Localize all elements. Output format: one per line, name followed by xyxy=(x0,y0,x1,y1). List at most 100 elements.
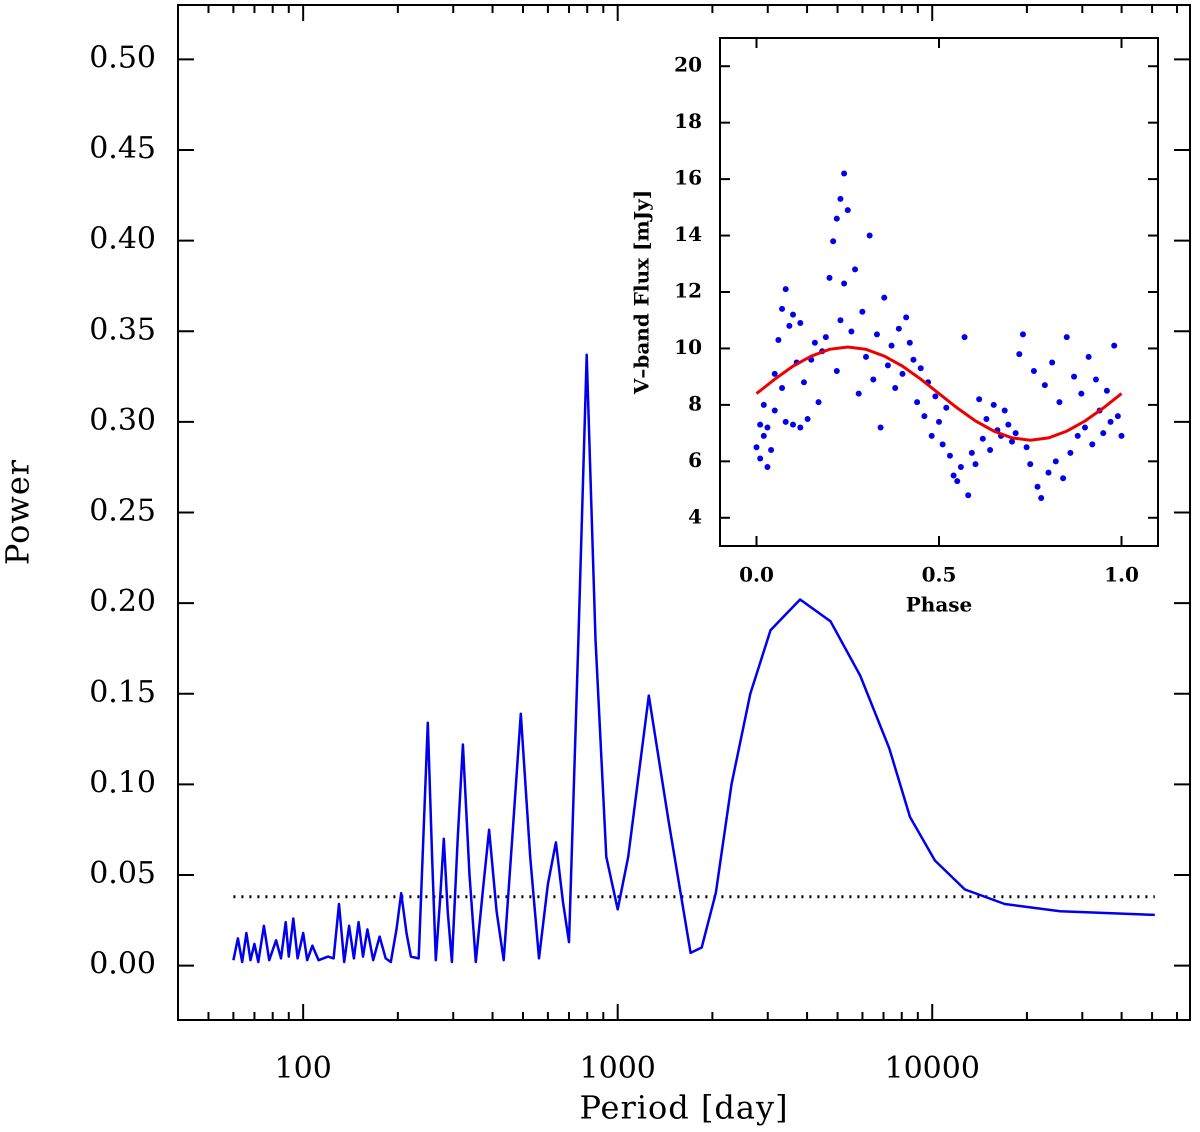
data-point xyxy=(1114,413,1121,420)
y-tick-label: 18 xyxy=(674,109,702,133)
data-point xyxy=(895,325,902,332)
inset-x-axis-label: Phase xyxy=(906,593,973,617)
data-point xyxy=(1012,430,1019,437)
data-point xyxy=(779,384,786,391)
y-axis-label: Power xyxy=(0,459,37,565)
data-point xyxy=(979,435,986,442)
data-point xyxy=(771,407,778,414)
data-point xyxy=(775,336,782,343)
y-tick-label: 8 xyxy=(688,391,702,415)
y-tick-label: 0.30 xyxy=(89,403,156,438)
data-point xyxy=(950,472,957,479)
data-point xyxy=(859,308,866,315)
data-point xyxy=(983,416,990,422)
data-point xyxy=(1041,382,1048,389)
data-point xyxy=(1100,430,1107,437)
data-point xyxy=(837,317,844,324)
data-point xyxy=(757,455,764,462)
data-point xyxy=(1016,351,1023,358)
y-tick-label: 0.25 xyxy=(89,494,156,529)
data-point xyxy=(870,376,877,383)
y-tick-label: 20 xyxy=(674,53,702,77)
data-point xyxy=(811,339,818,346)
data-point xyxy=(786,322,793,329)
data-point xyxy=(990,401,997,408)
data-point xyxy=(797,424,804,431)
data-point xyxy=(830,238,837,245)
data-point xyxy=(1023,444,1030,451)
data-point xyxy=(1049,359,1056,366)
data-point xyxy=(779,305,786,312)
data-point xyxy=(782,418,789,425)
data-point xyxy=(753,444,760,451)
data-point xyxy=(932,393,939,400)
data-point xyxy=(939,441,946,448)
y-tick-label: 16 xyxy=(674,166,702,190)
data-point xyxy=(1034,483,1041,490)
data-point xyxy=(877,424,884,431)
data-point xyxy=(1001,407,1008,414)
data-point xyxy=(837,195,844,202)
data-point xyxy=(1052,458,1059,465)
data-point xyxy=(903,314,910,321)
data-point xyxy=(946,452,953,459)
data-point xyxy=(892,384,899,391)
data-point xyxy=(987,447,994,454)
data-point xyxy=(760,432,767,439)
data-point xyxy=(957,463,964,470)
data-point xyxy=(910,356,917,363)
data-point xyxy=(760,401,767,408)
data-point xyxy=(848,328,855,335)
periodogram-line xyxy=(232,353,1155,964)
plot-frame xyxy=(719,37,1159,547)
data-point xyxy=(1027,461,1034,468)
x-tick-label: 1.0 xyxy=(1104,563,1139,587)
data-point xyxy=(855,390,862,397)
y-tick-label: 0.50 xyxy=(89,40,156,75)
data-point xyxy=(841,280,848,287)
data-point xyxy=(844,207,851,214)
data-point xyxy=(914,399,921,406)
data-point xyxy=(797,320,804,327)
data-point xyxy=(1067,449,1074,456)
data-point xyxy=(972,461,979,468)
data-point xyxy=(1092,376,1099,383)
data-point xyxy=(757,421,764,428)
data-point xyxy=(1063,334,1070,341)
x-tick-label: 0.5 xyxy=(922,563,957,587)
fit-curve xyxy=(755,345,1123,442)
data-point xyxy=(928,432,935,439)
data-point xyxy=(1009,438,1015,445)
x-tick-label: 0.0 xyxy=(739,563,774,587)
data-point xyxy=(1074,432,1081,439)
data-point xyxy=(881,294,888,301)
data-point xyxy=(1078,390,1085,397)
data-point xyxy=(833,368,840,375)
x-axis-label: Period [day] xyxy=(579,1089,788,1127)
data-point xyxy=(906,339,913,346)
data-point xyxy=(1111,342,1118,349)
data-point xyxy=(822,334,829,341)
data-point xyxy=(815,399,822,406)
data-point xyxy=(888,342,895,349)
y-tick-label: 0.20 xyxy=(89,584,156,619)
y-tick-label: 0.05 xyxy=(89,856,156,891)
data-point xyxy=(764,424,771,431)
data-point xyxy=(1005,421,1012,428)
y-tick-label: 0.45 xyxy=(89,131,156,166)
data-point xyxy=(1038,495,1045,502)
data-point xyxy=(936,418,942,425)
data-point xyxy=(800,379,807,386)
data-point xyxy=(968,449,975,456)
data-point xyxy=(790,311,796,318)
data-point xyxy=(771,370,778,377)
data-point xyxy=(961,334,968,341)
data-point xyxy=(1071,373,1078,380)
data-point xyxy=(873,331,880,338)
data-point xyxy=(965,492,972,499)
data-point xyxy=(1056,399,1063,406)
data-point xyxy=(1103,387,1110,394)
data-point xyxy=(899,370,906,377)
